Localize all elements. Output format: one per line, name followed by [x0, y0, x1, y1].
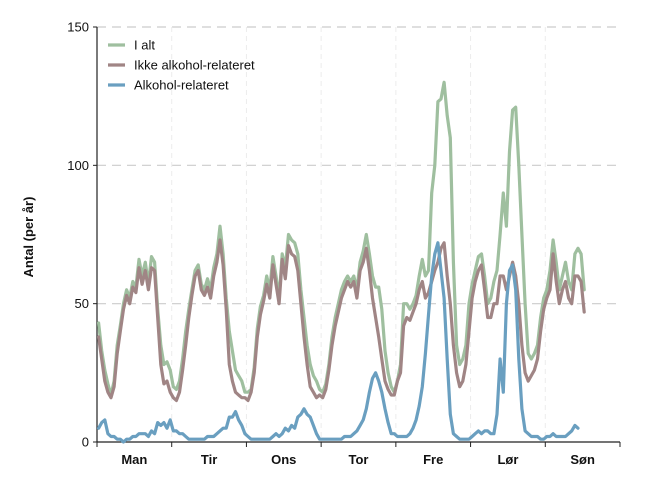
y-tick-label: 50	[75, 296, 89, 311]
y-tick-label: 100	[67, 158, 89, 173]
legend-label: I alt	[134, 38, 155, 53]
legend: I alt Ikke alkohol-relateret Alkohol-relat…	[108, 38, 255, 93]
x-tick-label: Tor	[349, 452, 369, 467]
x-tick-label: Lør	[497, 452, 518, 467]
series-line-1	[96, 238, 586, 403]
y-tick-label: 150	[67, 20, 89, 35]
legend-label: Alkohol-relateret	[134, 78, 229, 93]
y-tick-label: 0	[82, 435, 89, 450]
axes: 0 50 100 150 Man Tir Ons Tor Fre Lør Søn	[67, 20, 621, 467]
series-line-2	[96, 241, 580, 444]
x-tick-label: Ons	[271, 452, 296, 467]
x-tick-label: Søn	[570, 452, 595, 467]
x-tick-label: Fre	[423, 452, 443, 467]
legend-label: Ikke alkohol-relateret	[134, 58, 255, 73]
series-lines	[96, 80, 586, 444]
y-axis-title: Antal (per år)	[21, 197, 36, 278]
x-tick-label: Tir	[201, 452, 217, 467]
x-tick-label: Man	[121, 452, 147, 467]
